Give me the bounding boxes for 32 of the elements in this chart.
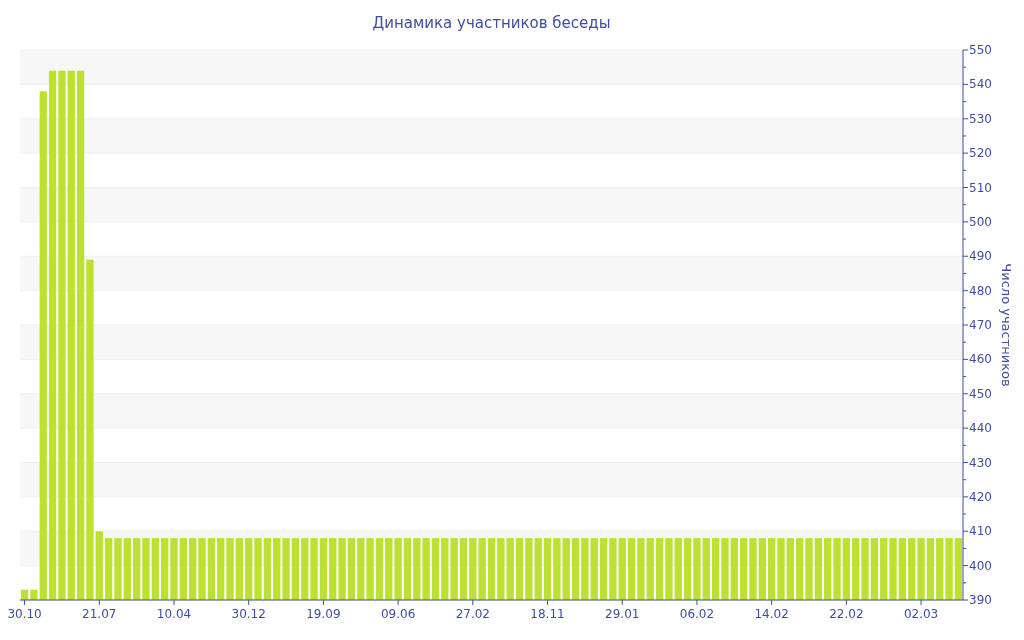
x-tick-label: 30.10 (7, 607, 42, 621)
y-tick-label: 540 (969, 77, 992, 92)
x-tick-label: 14.02 (754, 607, 789, 621)
x-tick-label: 22.02 (829, 607, 864, 621)
x-tick-label: 30.12 (231, 607, 266, 621)
y-tick-label: 520 (969, 146, 992, 161)
x-tick-label: 27.02 (455, 607, 490, 621)
chart-title: Динамика участников беседы (372, 14, 611, 32)
x-tick-label: 21.07 (82, 607, 117, 621)
x-tick-label: 18.11 (530, 607, 565, 621)
y-tick-label: 480 (969, 283, 992, 298)
x-tick-label: 02.03 (903, 607, 939, 621)
y-tick-label: 550 (969, 43, 992, 57)
x-tick-label: 09.06 (380, 607, 416, 621)
y-tick-label: 390 (969, 593, 992, 607)
y-tick-label: 430 (969, 455, 992, 470)
y-tick-label: 510 (969, 180, 992, 195)
y-tick-label: 500 (969, 214, 992, 229)
x-tick-label: 19.09 (306, 607, 341, 621)
y-tick-label: 470 (969, 318, 992, 332)
y-tick-label: 530 (969, 111, 992, 126)
x-tick-label: 06.02 (679, 607, 715, 621)
y-tick-label: 400 (969, 558, 992, 573)
y-tick-label: 450 (969, 386, 992, 401)
y-tick-label: 460 (969, 352, 992, 367)
x-tick-label: 29.01 (605, 607, 640, 621)
y-tick-label: 410 (969, 524, 992, 539)
y-tick-label: 490 (969, 249, 992, 264)
y-tick-label: 440 (969, 421, 992, 436)
x-tick-label: 10.04 (156, 607, 192, 621)
y-axis-title: Число участников (999, 263, 1014, 387)
y-tick-label: 420 (969, 489, 992, 504)
